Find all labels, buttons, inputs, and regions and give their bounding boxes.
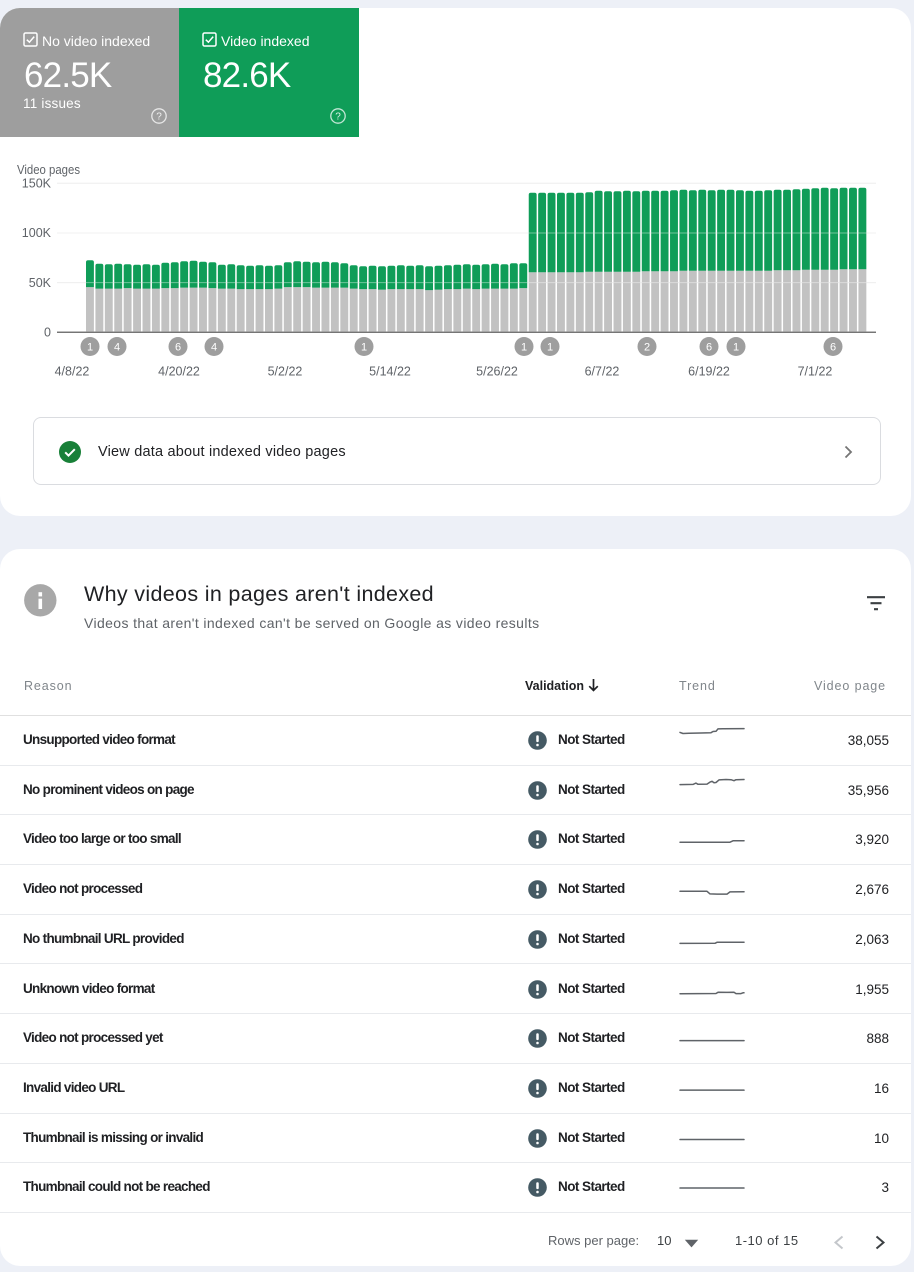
svg-text:?: ? — [156, 112, 162, 123]
svg-text:6/7/22: 6/7/22 — [585, 365, 620, 379]
svg-text:50K: 50K — [29, 276, 52, 290]
svg-text:1: 1 — [87, 341, 93, 353]
svg-text:1: 1 — [733, 341, 739, 353]
svg-text:100K: 100K — [22, 226, 52, 240]
svg-text:4: 4 — [114, 341, 120, 353]
svg-text:6: 6 — [175, 341, 181, 353]
svg-text:4/8/22: 4/8/22 — [55, 365, 90, 379]
svg-text:5/14/22: 5/14/22 — [369, 365, 411, 379]
svg-text:5/2/22: 5/2/22 — [268, 365, 303, 379]
svg-text:2: 2 — [644, 341, 650, 353]
svg-text:150K: 150K — [22, 177, 52, 191]
svg-text:1: 1 — [547, 341, 553, 353]
svg-text:6: 6 — [830, 341, 836, 353]
svg-text:?: ? — [335, 112, 341, 123]
svg-text:Video pages: Video pages — [17, 162, 80, 177]
svg-text:5/26/22: 5/26/22 — [476, 365, 518, 379]
svg-text:4/20/22: 4/20/22 — [158, 365, 200, 379]
svg-text:4: 4 — [211, 341, 217, 353]
svg-text:6/19/22: 6/19/22 — [688, 365, 730, 379]
svg-text:6: 6 — [706, 341, 712, 353]
svg-text:7/1/22: 7/1/22 — [798, 365, 833, 379]
svg-text:0: 0 — [44, 326, 51, 340]
svg-text:1: 1 — [521, 341, 527, 353]
svg-text:1: 1 — [361, 341, 367, 353]
